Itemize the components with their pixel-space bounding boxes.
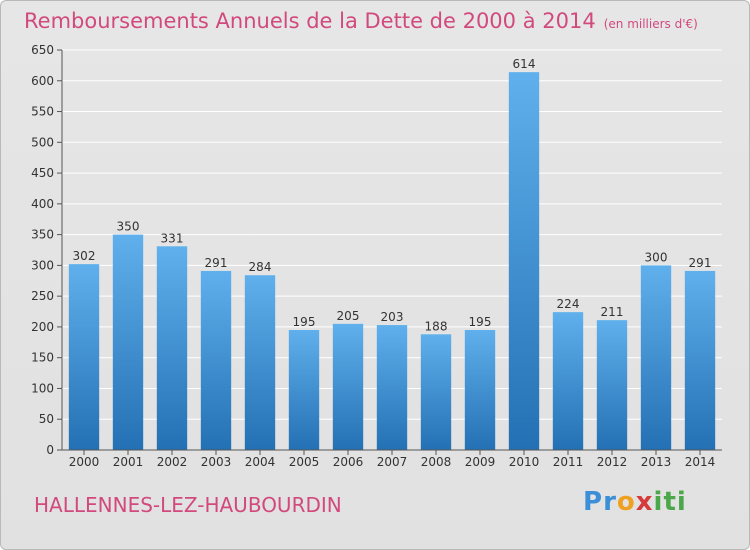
y-tick-label: 0 bbox=[46, 443, 54, 457]
y-tick-label: 250 bbox=[31, 289, 54, 303]
bar bbox=[684, 270, 716, 450]
x-tick-label: 2004 bbox=[245, 455, 276, 469]
bar-value-label: 291 bbox=[689, 256, 712, 270]
bar bbox=[508, 72, 540, 451]
x-tick-label: 2006 bbox=[333, 455, 364, 469]
bar bbox=[464, 330, 496, 450]
y-tick-label: 300 bbox=[31, 258, 54, 272]
bar bbox=[552, 312, 584, 450]
bar bbox=[332, 323, 364, 450]
commune-name: HALLENNES-LEZ-HAUBOURDIN bbox=[34, 493, 342, 517]
x-tick-label: 2011 bbox=[553, 455, 584, 469]
logo-letter: x bbox=[635, 487, 654, 517]
bar bbox=[640, 265, 672, 450]
bar bbox=[68, 264, 100, 450]
bar-value-label: 302 bbox=[73, 249, 96, 263]
bar-value-label: 211 bbox=[601, 305, 624, 319]
logo-letter: i bbox=[676, 487, 687, 517]
bar-value-label: 195 bbox=[469, 315, 492, 329]
x-tick-label: 2002 bbox=[157, 455, 188, 469]
bar-value-label: 195 bbox=[293, 315, 316, 329]
chart-title-text: Remboursements Annuels de la Dette de 20… bbox=[24, 9, 596, 33]
y-tick-label: 150 bbox=[31, 351, 54, 365]
x-tick-label: 2013 bbox=[641, 455, 672, 469]
x-tick-label: 2003 bbox=[201, 455, 232, 469]
y-tick-label: 200 bbox=[31, 320, 54, 334]
x-tick-label: 2009 bbox=[465, 455, 496, 469]
x-tick-label: 2008 bbox=[421, 455, 452, 469]
bar-value-label: 188 bbox=[425, 319, 448, 333]
bar-value-label: 203 bbox=[381, 310, 404, 324]
chart-title: Remboursements Annuels de la Dette de 20… bbox=[24, 4, 698, 38]
bar-value-label: 205 bbox=[337, 309, 360, 323]
bar-value-label: 614 bbox=[513, 57, 536, 71]
y-tick-label: 500 bbox=[31, 135, 54, 149]
y-tick-label: 650 bbox=[31, 43, 54, 57]
y-tick-label: 50 bbox=[39, 412, 54, 426]
x-tick-label: 2007 bbox=[377, 455, 408, 469]
bar bbox=[596, 320, 628, 450]
bar-value-label: 291 bbox=[205, 256, 228, 270]
bar-value-label: 300 bbox=[645, 250, 668, 264]
bar-value-label: 331 bbox=[161, 231, 184, 245]
logo-letter: i bbox=[653, 487, 664, 517]
bar bbox=[244, 275, 276, 450]
y-tick-label: 450 bbox=[31, 166, 54, 180]
x-tick-label: 2010 bbox=[509, 455, 540, 469]
bar bbox=[420, 334, 452, 450]
x-tick-label: 2005 bbox=[289, 455, 320, 469]
y-tick-label: 350 bbox=[31, 228, 54, 242]
bar-value-label: 350 bbox=[117, 220, 140, 234]
logo-letter: o bbox=[616, 487, 636, 517]
bar bbox=[112, 234, 144, 450]
bar-value-label: 284 bbox=[249, 260, 272, 274]
y-tick-label: 400 bbox=[31, 197, 54, 211]
y-tick-label: 100 bbox=[31, 381, 54, 395]
bar bbox=[200, 270, 232, 450]
x-tick-label: 2001 bbox=[113, 455, 144, 469]
proxiti-logo: Proxiti bbox=[583, 487, 687, 517]
logo-letter: t bbox=[663, 487, 677, 517]
bar bbox=[288, 330, 320, 450]
x-tick-label: 2000 bbox=[69, 455, 100, 469]
bar-value-label: 224 bbox=[557, 297, 580, 311]
logo-letter: P bbox=[583, 487, 604, 517]
logo-letter: r bbox=[603, 487, 617, 517]
y-tick-label: 600 bbox=[31, 74, 54, 88]
x-tick-label: 2014 bbox=[685, 455, 716, 469]
x-tick-label: 2012 bbox=[597, 455, 628, 469]
bar bbox=[376, 325, 408, 450]
y-tick-label: 550 bbox=[31, 105, 54, 119]
bar bbox=[156, 246, 188, 450]
chart-unit: (en milliers d'€) bbox=[603, 17, 698, 31]
